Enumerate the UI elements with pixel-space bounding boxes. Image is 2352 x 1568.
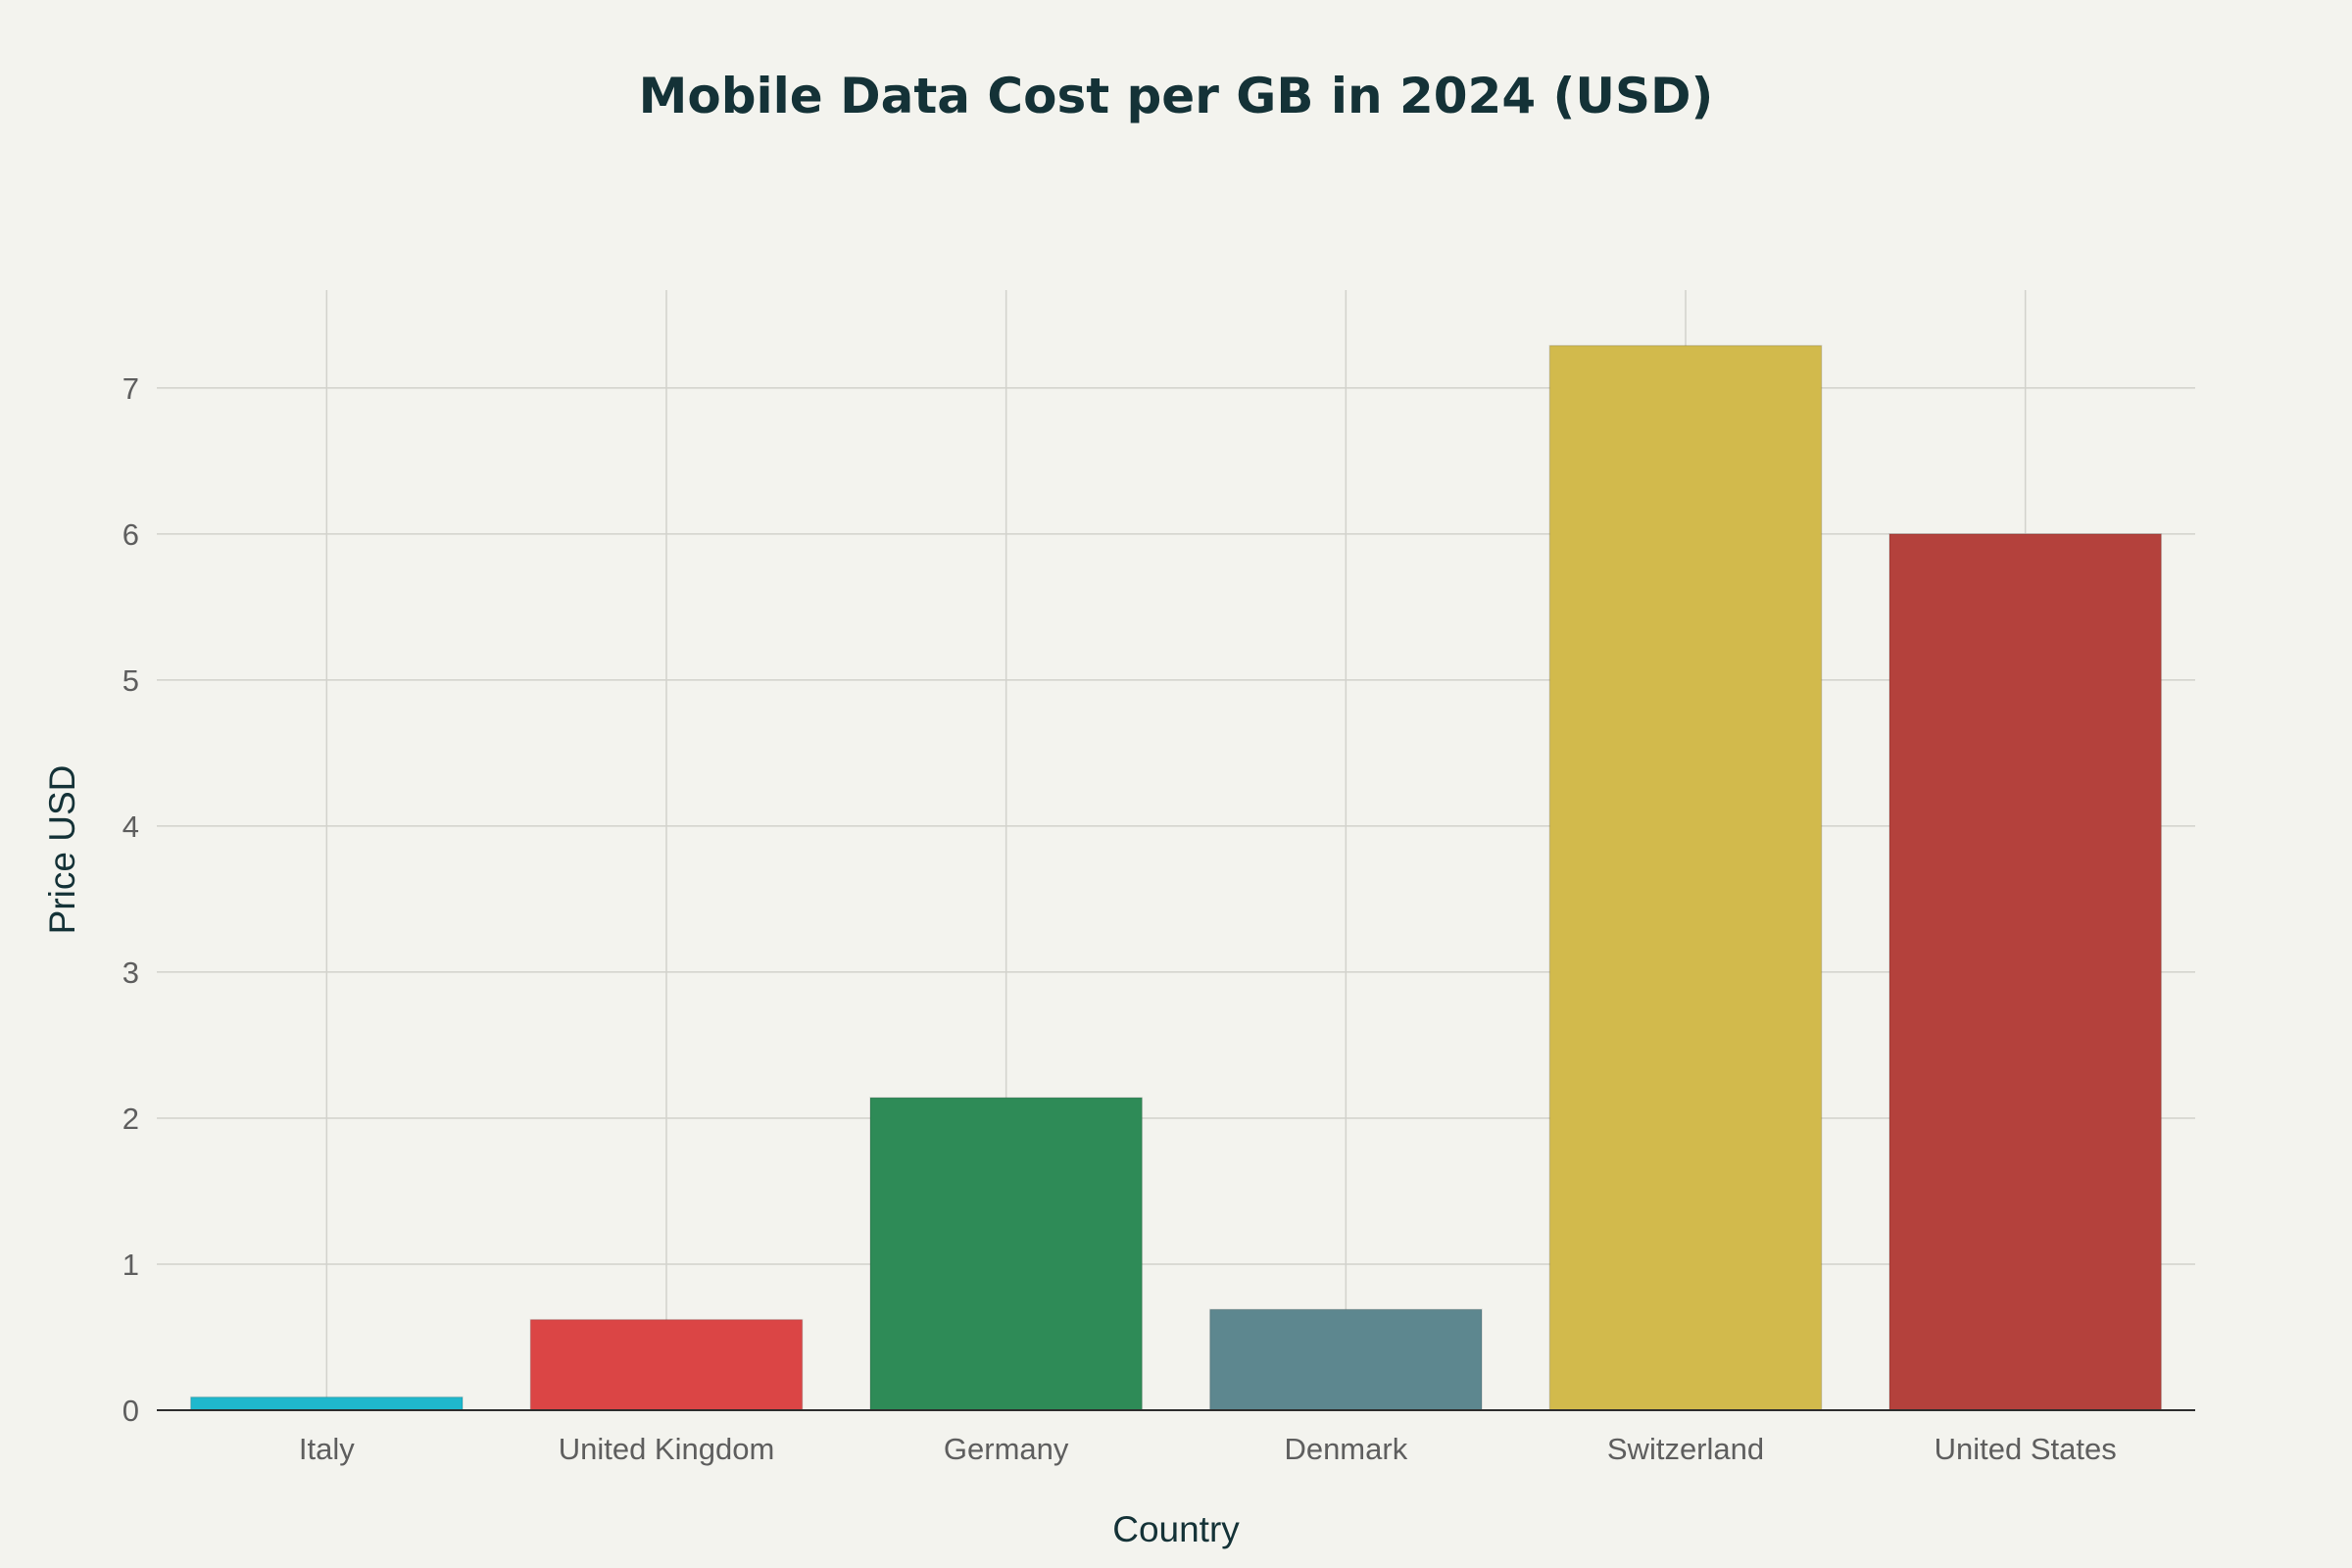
y-axis-ticks: 0 1 2 3 4 5 6 7 [122,371,139,1428]
chart-title: Mobile Data Cost per GB in 2024 (USD) [639,68,1714,124]
y-axis-title: Price USD [42,765,82,935]
x-tick-label: Germany [944,1432,1069,1466]
x-axis-ticks: Italy United Kingdom Germany Denmark Switzer… [299,1432,2117,1466]
bar-italy[interactable] [189,1396,464,1411]
y-tick-label: 6 [122,517,139,552]
bars [189,344,2163,1411]
x-tick-label: Switzerland [1607,1432,1764,1466]
bar-germany[interactable] [869,1097,1144,1411]
x-tick-label: United States [1935,1432,2117,1466]
y-tick-label: 5 [122,663,139,698]
y-tick-label: 1 [122,1248,139,1282]
x-tick-label: Italy [299,1432,355,1466]
bar-united-states[interactable] [1888,533,2163,1411]
bar-denmark[interactable] [1208,1308,1483,1411]
y-tick-label: 4 [122,809,139,844]
bar-united-kingdom[interactable] [529,1318,804,1411]
y-tick-label: 7 [122,371,139,406]
x-tick-label: United Kingdom [559,1432,775,1466]
bar-switzerland[interactable] [1548,344,1823,1411]
y-tick-label: 2 [122,1102,139,1136]
y-tick-label: 3 [122,956,139,990]
x-tick-label: Denmark [1284,1432,1407,1466]
x-axis-title: Country [1112,1509,1240,1549]
y-tick-label: 0 [122,1394,139,1428]
